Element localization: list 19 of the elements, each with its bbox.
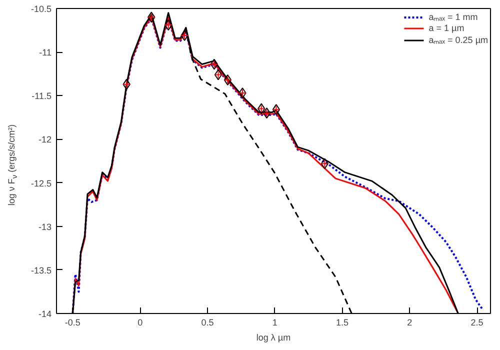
x-axis-title: log λ µm (256, 332, 291, 342)
y-tick-label: -13 (38, 222, 52, 232)
legend-label: a = 1 µm (428, 23, 464, 33)
x-tick-label: -0.5 (64, 318, 80, 328)
x-tick-label: 1 (272, 318, 278, 328)
x-tick-label: 0.5 (201, 318, 214, 328)
y-tick-label: -10.5 (30, 4, 52, 14)
y-tick-label: -12.5 (30, 178, 52, 188)
legend-label: aₘₐₓ = 0.25 µm (428, 34, 488, 46)
legend-label: aₘₐₓ = 1 mm (428, 11, 478, 23)
y-tick-label: -12 (38, 134, 52, 145)
y-tick-label: -11.5 (32, 91, 52, 102)
x-tick-label: 2.5 (470, 318, 484, 328)
y-tick-label: -13.5 (30, 265, 52, 276)
x-tick-label: 1.5 (336, 318, 348, 328)
y-tick-label: -11 (39, 48, 52, 58)
y-tick-label: -14 (38, 309, 52, 319)
x-tick-label: 0 (138, 318, 143, 328)
x-tick-label: 2 (407, 318, 412, 328)
